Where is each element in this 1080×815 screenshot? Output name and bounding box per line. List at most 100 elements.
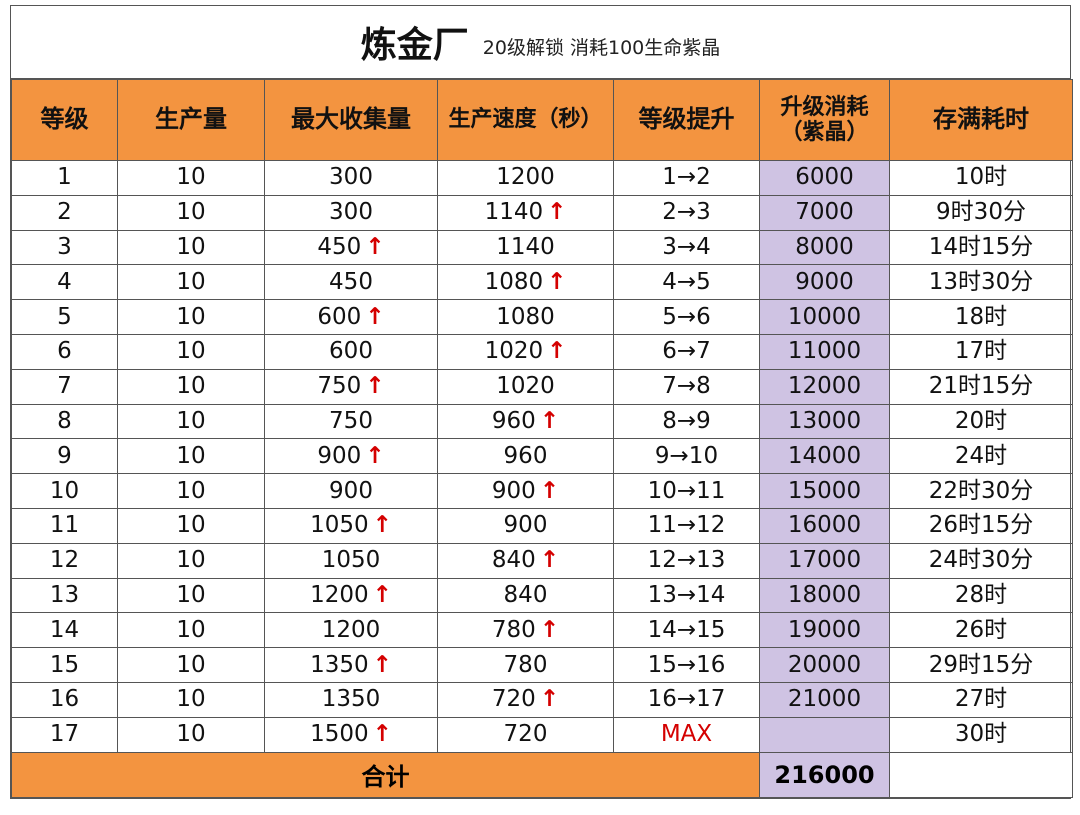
cell-upgrade-value: 14→15 [647, 616, 726, 643]
cell-speed: 960 ↑ [437, 403, 614, 440]
up-arrow-icon: ↑ [539, 616, 560, 643]
cell-fill-time-value: 10时 [954, 164, 1008, 191]
cell-production: 10 [117, 507, 265, 544]
cell-speed: 840 ↑ [437, 542, 614, 579]
cell-upgrade-value: 4→5 [662, 268, 711, 295]
cell-production: 10 [117, 368, 265, 405]
cell-fill-time: 27时 [889, 681, 1073, 718]
cell-max-collect-value: 750 [329, 407, 373, 434]
cell-cost: 10000 [759, 299, 890, 335]
cell-speed: 1200 [437, 160, 614, 196]
up-arrow-icon: ↑ [547, 338, 567, 365]
table-row: 1 10 300 1200 1→2 6000 10时 [11, 160, 1073, 196]
cell-speed-value: 780 [503, 651, 548, 678]
cell-level: 2 [11, 194, 118, 231]
cell-fill-time-value: 27时 [954, 686, 1008, 713]
cell-max-collect: 1350 [264, 681, 438, 718]
cell-level-value: 5 [57, 303, 72, 330]
cell-cost-value: 21000 [787, 686, 862, 713]
cell-speed-value: 900 [491, 477, 536, 504]
cell-speed: 720 ↑ [437, 681, 614, 718]
cell-cost: 15000 [759, 473, 890, 509]
cell-upgrade-value: 5→6 [662, 303, 711, 330]
up-arrow-icon: ↑ [539, 547, 560, 574]
cell-max-collect: 450 [264, 264, 438, 301]
cell-speed-value: 960 [503, 442, 548, 469]
up-arrow-icon: ↑ [547, 199, 567, 226]
cell-level: 10 [11, 473, 118, 509]
cell-max-collect-value: 1350 [310, 651, 369, 678]
cell-production-value: 10 [176, 164, 206, 191]
header-row: 等级 生产量 最大收集量 生产速度（秒） 等级提升 升级消耗 （紫晶） 存满耗时 [11, 79, 1073, 161]
cell-upgrade: 6→7 [613, 333, 760, 370]
cell-production: 10 [117, 577, 265, 614]
cell-level-value: 8 [57, 407, 72, 434]
cell-fill-time-value: 26时15分 [928, 512, 1034, 539]
cell-cost-value: 7000 [795, 199, 854, 226]
cell-fill-time: 30时 [889, 716, 1073, 753]
cell-production-value: 10 [176, 651, 206, 678]
cell-max-collect-value: 300 [329, 199, 373, 226]
cell-speed: 840 [437, 577, 614, 614]
cell-upgrade-value: 10→11 [647, 477, 726, 504]
cell-fill-time-value: 9时30分 [936, 199, 1026, 226]
cell-speed-value: 1020 [496, 373, 555, 400]
cell-level-value: 2 [57, 199, 72, 226]
cell-level: 4 [11, 264, 118, 301]
cell-speed: 780 [437, 647, 614, 683]
cell-fill-time: 24时 [889, 438, 1073, 475]
total-cost: 216000 [759, 751, 890, 798]
cell-fill-time: 18时 [889, 299, 1073, 335]
cell-fill-time-value: 30时 [954, 721, 1008, 748]
cell-max-collect: 1500 ↑ [264, 716, 438, 753]
up-arrow-icon: ↑ [372, 651, 392, 678]
table-row: 9 10 900 ↑ 960 9→10 14000 24时 [11, 438, 1073, 475]
up-arrow-icon: ↑ [365, 303, 385, 330]
cell-max-collect-value: 1350 [321, 686, 381, 713]
cell-fill-time: 28时 [889, 577, 1073, 614]
cell-upgrade: 10→11 [613, 473, 760, 509]
cell-upgrade: 14→15 [613, 612, 760, 649]
cell-fill-time: 14时15分 [889, 229, 1073, 266]
cell-speed-value: 1200 [496, 164, 555, 191]
cell-fill-time: 26时 [889, 612, 1073, 649]
cell-production-value: 10 [176, 373, 206, 400]
cell-upgrade-value: 9→10 [654, 442, 719, 469]
cell-cost-value: 12000 [787, 373, 862, 400]
cell-production: 10 [117, 264, 265, 301]
cell-production-value: 10 [176, 581, 206, 608]
cell-upgrade: 3→4 [613, 229, 760, 266]
cell-fill-time: 9时30分 [889, 194, 1073, 231]
header-level: 等级 [11, 79, 118, 161]
cell-level-value: 17 [49, 721, 80, 748]
cell-max-collect-value: 1200 [321, 616, 381, 643]
cell-fill-time-value: 20时 [954, 407, 1008, 434]
cell-max-collect-value: 1500 [310, 721, 369, 748]
cell-fill-time-value: 17时 [954, 338, 1008, 365]
cell-upgrade: 8→9 [613, 403, 760, 440]
cell-speed-value: 1140 [484, 199, 544, 226]
cell-level: 12 [11, 542, 118, 579]
cell-production: 10 [117, 194, 265, 231]
cell-upgrade: MAX [613, 716, 760, 753]
up-arrow-icon: ↑ [372, 581, 392, 608]
cell-level-value: 10 [49, 477, 80, 504]
cell-upgrade: 9→10 [613, 438, 760, 475]
cell-speed-value: 840 [491, 547, 536, 574]
upgrade-table: 等级 生产量 最大收集量 生产速度（秒） 等级提升 升级消耗 （紫晶） 存满耗时… [11, 79, 1073, 798]
cell-fill-time-value: 18时 [954, 303, 1008, 330]
cell-upgrade-value: 16→17 [647, 686, 726, 713]
cell-fill-time: 29时15分 [889, 647, 1073, 683]
cell-speed-value: 1020 [484, 338, 544, 365]
cell-production: 10 [117, 612, 265, 649]
up-arrow-icon: ↑ [372, 512, 392, 539]
cell-max-collect-value: 1050 [321, 547, 381, 574]
cell-max-collect: 1200 [264, 612, 438, 649]
cell-speed: 900 [437, 507, 614, 544]
cell-max-collect: 750 [264, 403, 438, 440]
cell-max-collect-value: 600 [317, 303, 362, 330]
cell-max-collect-value: 450 [329, 268, 373, 295]
cell-fill-time: 13时30分 [889, 264, 1073, 301]
cell-speed-value: 960 [491, 407, 536, 434]
cell-fill-time-value: 21时15分 [928, 373, 1034, 400]
